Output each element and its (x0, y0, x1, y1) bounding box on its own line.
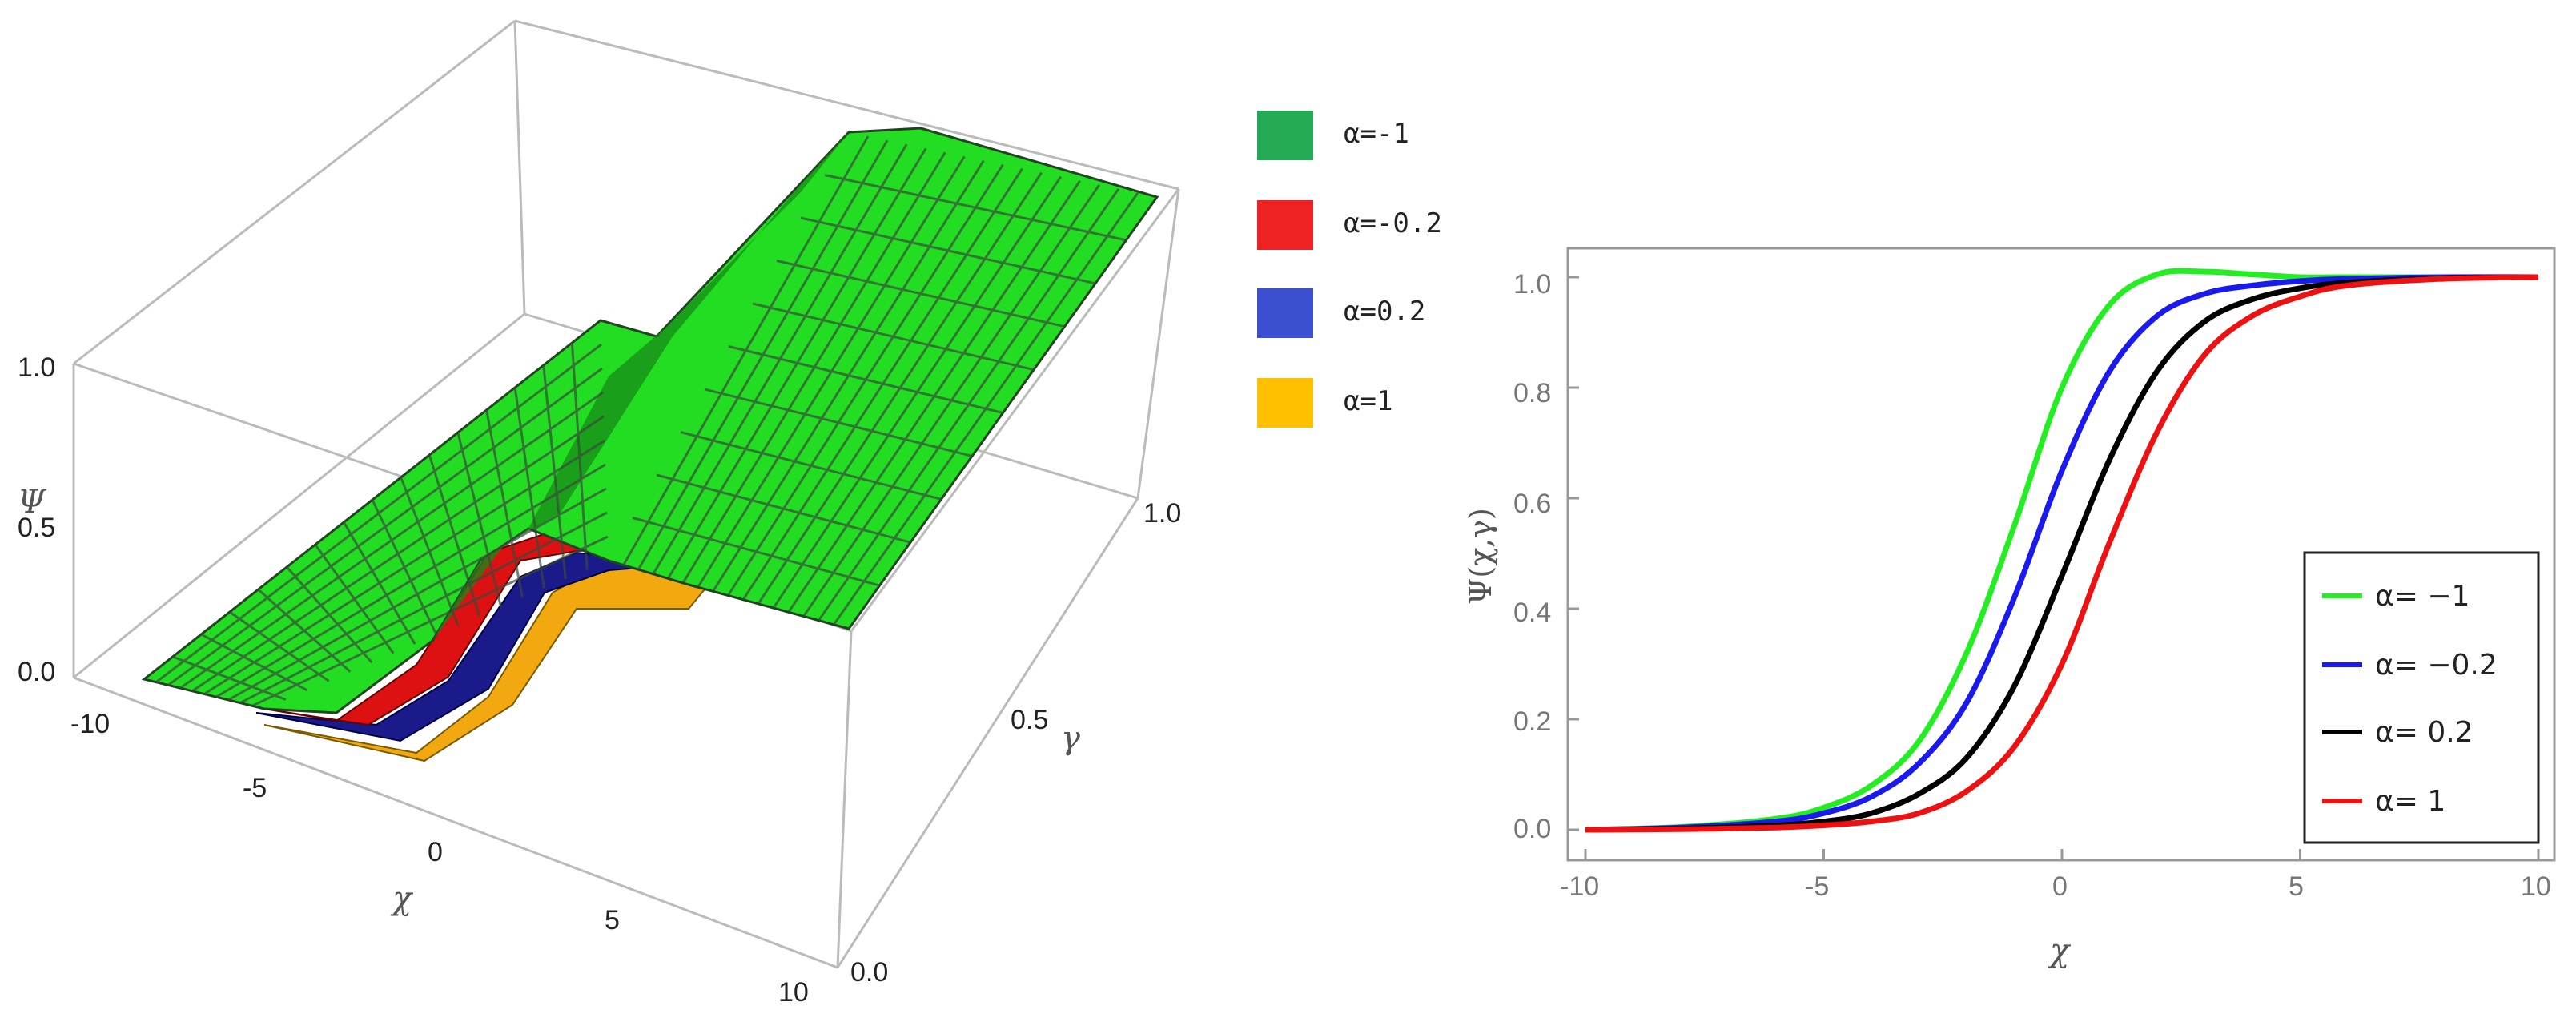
surface-plot: 1.0 0.5 0.0 -10 -5 0 5 10 0.0 0.5 1.0 Ψ … (18, 19, 1442, 1008)
mesh-line (656, 473, 911, 544)
mesh-line (680, 431, 942, 501)
mesh-line (824, 174, 1127, 242)
y-tick-label: 0.0 (850, 957, 888, 988)
x-tick-label: -5 (1805, 871, 1829, 902)
legend-label: α= −0.2 (2375, 649, 2498, 682)
series-line (1585, 268, 2538, 833)
y-tick-label: 1.0 (1513, 269, 1551, 300)
mesh-line (704, 388, 973, 457)
y-tick-label: 0.6 (1513, 489, 1551, 519)
mesh-line (239, 511, 608, 704)
mesh-line (179, 391, 604, 690)
legend-swatch (1257, 288, 1313, 338)
mesh-line (752, 302, 1035, 372)
y-tick-label: 0.4 (1513, 597, 1551, 628)
surface-layer-alpha--1 (141, 127, 1159, 714)
x-axis-label: χ (390, 880, 414, 917)
mesh-line (776, 260, 1065, 328)
mesh-line (227, 487, 607, 702)
surface-mesh (155, 135, 1139, 707)
x-tick-label: -5 (243, 773, 267, 803)
y-axis-label: Ψ(χ,γ) (1463, 508, 1498, 605)
mesh-line (800, 216, 1096, 285)
z-tick-label: 0.0 (18, 657, 55, 687)
line-legend: α= −1 α= −0.2 α= 0.2 α= 1 (2303, 551, 2540, 844)
z-axis-label: Ψ (18, 484, 47, 521)
x-axis-label: χ (2048, 932, 2072, 969)
z-tick-label: 0.5 (18, 513, 55, 543)
mesh-line (215, 463, 606, 698)
y-tick-label: 1.0 (1143, 498, 1181, 529)
mesh-line (203, 439, 605, 695)
x-tick-label: -10 (1560, 871, 1599, 902)
series-line (1585, 274, 2539, 833)
x-tick-label: 10 (2521, 871, 2551, 902)
surface-ridge-shade (432, 132, 849, 641)
y-axis-label: γ (1061, 720, 1080, 757)
x-tick-label: 0 (428, 837, 443, 867)
series-line (1585, 274, 2539, 833)
series-lines (1585, 268, 2539, 833)
surface-legend: α=-1 α=-0.2 α=0.2 α=1 (1257, 111, 1442, 428)
mesh-line (728, 345, 1003, 414)
legend-swatch (1257, 378, 1313, 428)
legend-label: α=0.2 (1344, 296, 1425, 328)
legend-label: α= 1 (2375, 785, 2445, 818)
x-tick-label: -10 (70, 709, 110, 739)
legend-label: α= −1 (2375, 580, 2470, 613)
mesh-line (632, 517, 880, 587)
z-tick-label: 1.0 (18, 352, 55, 383)
legend-swatch (1257, 111, 1313, 160)
legend-swatch (1257, 200, 1313, 250)
x-tick-label: 10 (778, 977, 809, 1008)
series-line (1585, 274, 2539, 833)
y-tick-label: 0.8 (1513, 378, 1551, 408)
line-plot: 1.0 0.8 0.6 0.4 0.2 0.0 -10 -5 0 5 10 χ … (1463, 247, 2556, 969)
mesh-line (251, 535, 609, 707)
legend-label: α= 0.2 (2375, 716, 2474, 749)
y-tick-label: 0.5 (1011, 705, 1048, 735)
x-tick-label: 5 (605, 905, 620, 935)
legend-label: α=-1 (1344, 118, 1409, 150)
mesh-line (155, 343, 602, 683)
x-tick-label: 5 (2289, 871, 2304, 902)
legend-label: α=-0.2 (1344, 207, 1442, 239)
mesh-line (191, 415, 605, 693)
legend-box (2303, 551, 2540, 844)
y-tick-label: 0.2 (1513, 706, 1551, 737)
y-tick-label: 0.0 (1513, 814, 1551, 844)
mesh-line (167, 367, 603, 686)
tick-marks (1568, 276, 2540, 860)
x-tick-label: 0 (2052, 871, 2068, 902)
legend-label: α=1 (1344, 385, 1392, 417)
